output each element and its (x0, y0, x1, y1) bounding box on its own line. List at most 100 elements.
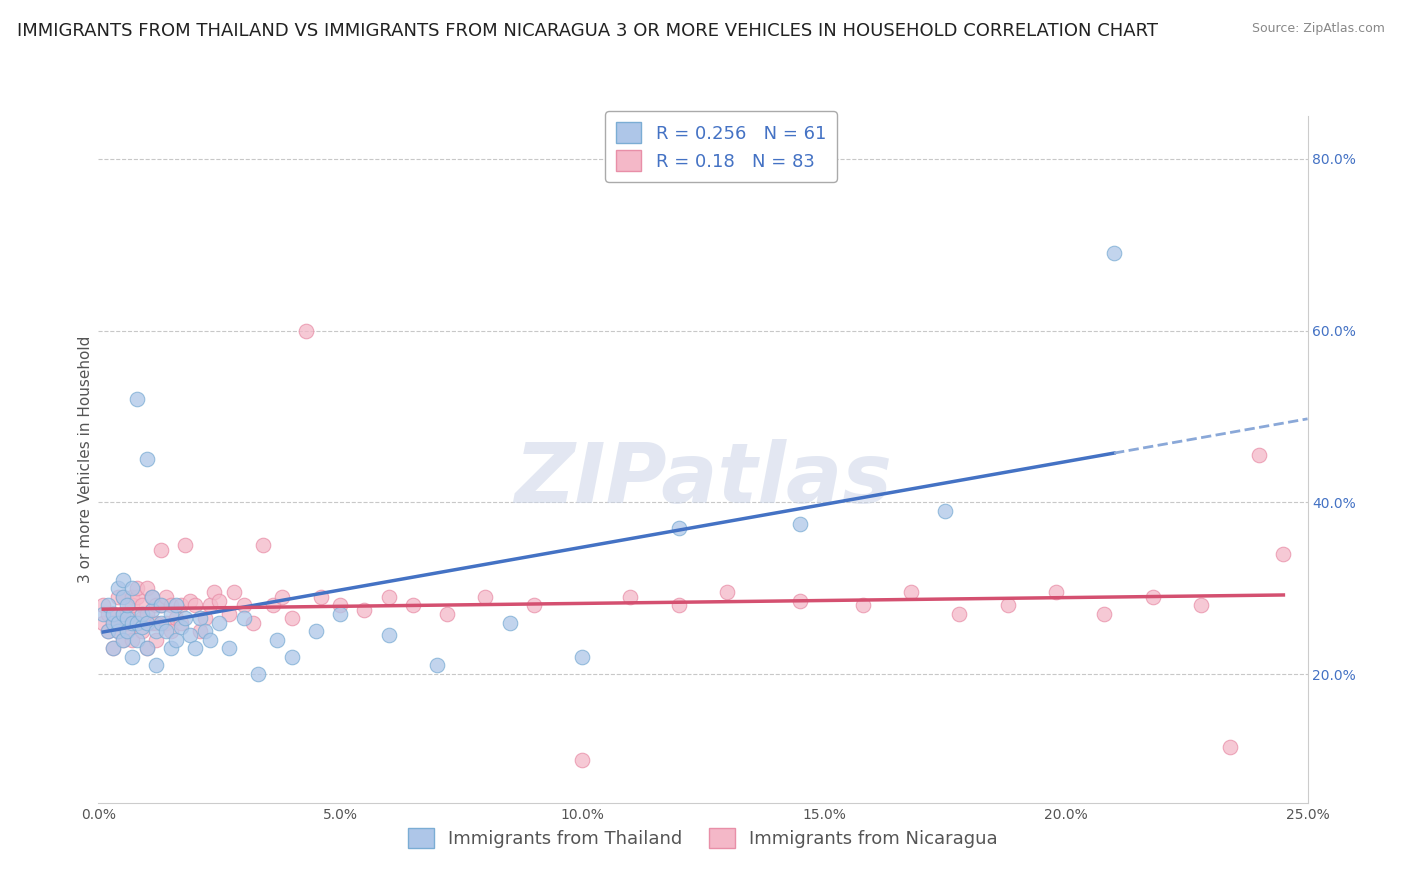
Point (165, 611, 187, 625)
Point (97, 607, 120, 621)
Point (97, 599, 120, 613)
Point (247, 667, 270, 681)
Point (948, 607, 970, 621)
Point (135, 452, 157, 467)
Point (117, 615, 139, 630)
Point (135, 581, 157, 595)
Point (208, 615, 231, 630)
Point (127, 590, 149, 604)
Point (169, 620, 191, 634)
Point (184, 641, 207, 656)
Point (145, 632, 167, 647)
Point (145, 599, 167, 613)
Point (150, 615, 173, 630)
Point (165, 632, 187, 647)
Point (232, 599, 254, 613)
Point (194, 624, 217, 639)
Point (174, 538, 197, 552)
Point (474, 590, 496, 604)
Point (101, 607, 124, 621)
Point (117, 624, 139, 639)
Point (1189, 599, 1212, 613)
Point (852, 599, 875, 613)
Point (377, 590, 399, 604)
Point (145, 615, 167, 630)
Point (208, 594, 231, 608)
Point (117, 624, 139, 639)
Text: Source: ZipAtlas.com: Source: ZipAtlas.com (1251, 22, 1385, 36)
Point (789, 594, 811, 608)
Point (117, 607, 139, 621)
Point (179, 628, 201, 642)
Point (101, 607, 124, 621)
Point (141, 602, 163, 616)
Point (160, 599, 183, 613)
Point (716, 585, 738, 599)
Point (262, 599, 284, 613)
Point (107, 615, 129, 630)
Point (329, 599, 352, 613)
Point (169, 599, 191, 613)
Point (1219, 739, 1241, 754)
Point (121, 615, 143, 630)
Point (127, 632, 149, 647)
Point (101, 615, 124, 630)
Point (353, 602, 375, 616)
Point (619, 590, 641, 604)
Point (127, 615, 149, 630)
Point (281, 611, 304, 625)
Point (204, 585, 226, 599)
Point (135, 641, 157, 656)
Point (242, 615, 264, 630)
Point (127, 615, 149, 630)
Point (131, 607, 153, 621)
Point (997, 599, 1019, 613)
Point (107, 590, 129, 604)
Point (141, 590, 163, 604)
Point (188, 611, 211, 625)
Point (571, 649, 593, 664)
Point (184, 599, 207, 613)
Point (155, 624, 177, 639)
Legend: Immigrants from Thailand, Immigrants from Nicaragua: Immigrants from Thailand, Immigrants fro… (401, 821, 1005, 855)
Point (900, 585, 922, 599)
Point (1094, 607, 1116, 621)
Point (571, 753, 593, 767)
Point (135, 615, 157, 630)
Point (377, 628, 399, 642)
Point (97, 624, 120, 639)
Point (1045, 585, 1067, 599)
Point (107, 581, 129, 595)
Point (145, 658, 167, 673)
Point (295, 324, 318, 338)
Point (1102, 246, 1125, 260)
Point (436, 607, 458, 621)
Point (271, 590, 294, 604)
Point (101, 641, 124, 656)
Point (111, 632, 134, 647)
Point (198, 632, 221, 647)
Point (498, 615, 520, 630)
Point (281, 649, 304, 664)
Point (97, 624, 120, 639)
Point (668, 521, 690, 535)
Point (266, 632, 288, 647)
Point (111, 573, 134, 587)
Point (668, 599, 690, 613)
Point (222, 585, 245, 599)
Point (111, 607, 134, 621)
Point (121, 649, 143, 664)
Point (160, 624, 183, 639)
Point (107, 624, 129, 639)
Point (141, 615, 163, 630)
Point (426, 658, 449, 673)
Point (329, 607, 352, 621)
Point (91, 599, 114, 613)
Point (1249, 448, 1271, 462)
Point (155, 615, 177, 630)
Point (131, 620, 153, 634)
Point (111, 607, 134, 621)
Point (91, 607, 114, 621)
Y-axis label: 3 or more Vehicles in Household: 3 or more Vehicles in Household (77, 335, 93, 583)
Point (101, 641, 124, 656)
